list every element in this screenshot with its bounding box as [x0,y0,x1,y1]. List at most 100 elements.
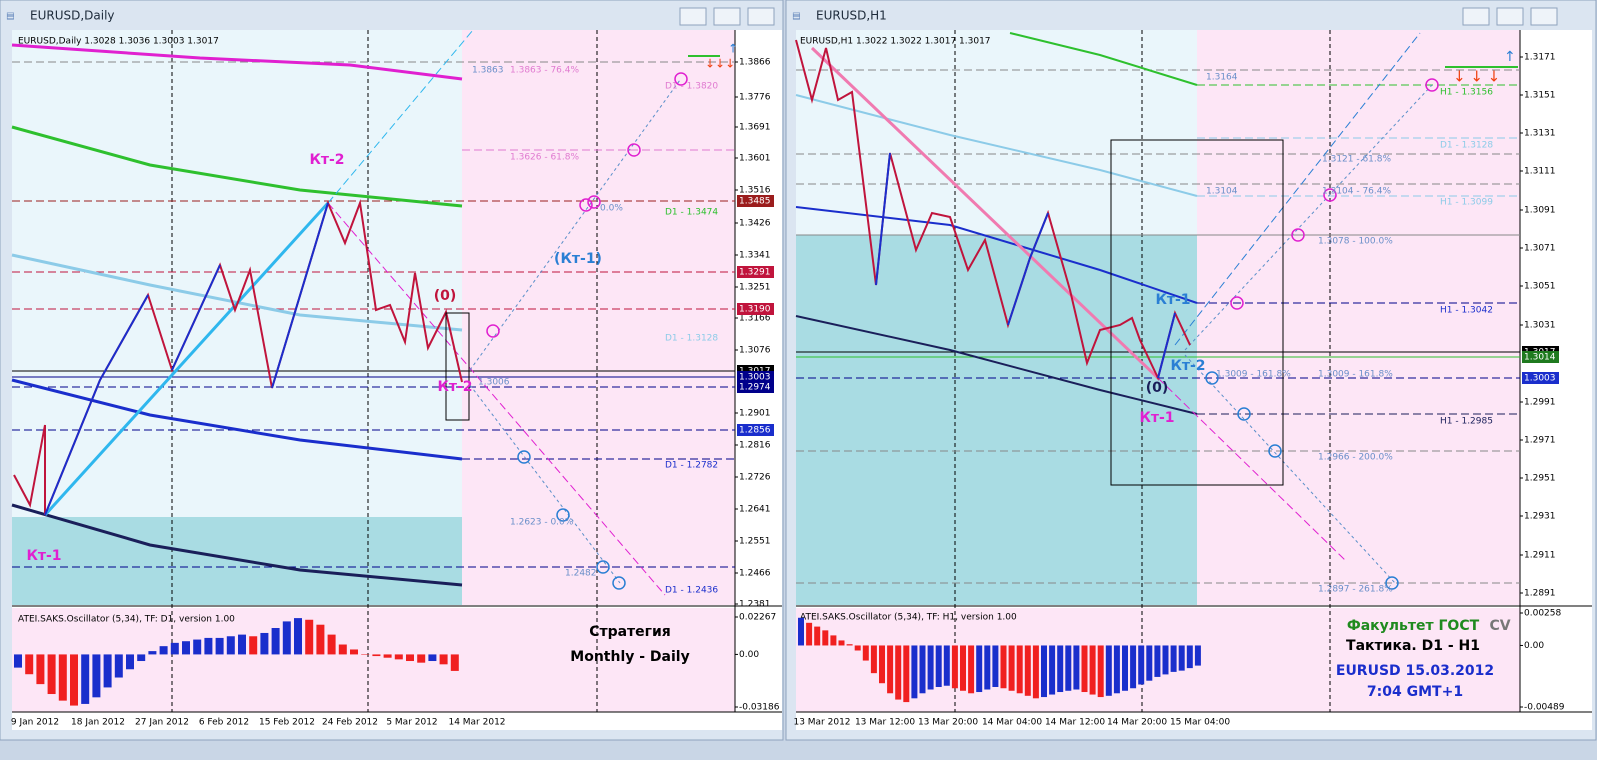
price-marker [1522,351,1559,363]
caption: Monthly - Daily [570,649,689,665]
osc-bar [1081,645,1088,693]
level-label: 1.3121 - 61.8% [1322,155,1391,165]
window-title: EURUSD,H1 [816,9,887,23]
ma [11,43,463,81]
targets [1205,78,1439,590]
osc-bar [1122,645,1128,691]
osc-bar [1170,645,1177,672]
future-zone [462,30,735,605]
osc-bar [976,645,983,693]
osc-bar [1178,645,1185,671]
osc-bar [126,654,134,670]
level-label: 1.3009 - 161.8% [1318,370,1393,380]
osc-bar [1186,645,1193,669]
annotation: (0) [1146,380,1169,396]
level-label: D1 - 1.3128 [1440,141,1493,151]
level-label: D1 - 1.3474 [665,208,718,218]
osc-bar [903,645,910,703]
caption: CV [1489,618,1510,634]
date-label: 15 Mar 04:00 [1170,718,1230,728]
osc-tick-label: 0.00 [739,650,759,660]
osc-bar [822,630,829,646]
price-label: 1.3051 [1524,282,1556,292]
osc-bar [1194,645,1201,666]
future-zone [1197,30,1520,605]
trend-line [810,46,1160,380]
zigzag-up [171,264,221,371]
osc-bar [895,645,902,700]
osc-bar [919,645,926,694]
osc-bar [943,645,950,686]
date-label: 14 Mar 20:00 [1107,718,1167,728]
zigzag-up [271,202,329,389]
date-label: 5 Mar 2012 [386,718,437,728]
price-marker-label: 1.3003 [739,373,771,383]
date-label: 13 Mar 20:00 [918,718,978,728]
level-label: D1 - 1.2782 [665,461,718,471]
osc-tick-label: 0.02267 [739,613,776,623]
zigzag-up [44,294,149,516]
ma [11,253,463,332]
osc-bar [316,624,325,655]
annotation: Кт-2 [437,379,472,395]
zigzag [795,39,1191,381]
level-label: 1.3104 - 76.4% [1322,187,1391,197]
level-label: 1.3863 - 76.4% [510,66,579,76]
minimize-button[interactable] [1462,7,1490,26]
osc-title: ATEI.SAKS.Oscillator (5,34), TF: D1, ver… [18,615,235,625]
osc-bar [854,645,861,651]
annotation: (0) [434,288,457,304]
osc-bar [428,654,437,662]
price-label: 1.3516 [739,186,771,196]
caption: Тактика. D1 - H1 [1346,638,1480,654]
price-label: 1.2951 [1524,474,1556,484]
price-label: 1.3166 [739,314,771,324]
caption: Стратегия [589,624,671,640]
osc-bar [879,645,885,684]
price-marker-label: 1.2856 [739,426,771,436]
symbol-info: EURUSD,Daily 1.3028 1.3036 1.3003 1.3017 [18,37,219,47]
osc-bar [238,634,246,655]
osc-bar [294,618,302,655]
level-label: H1 - 1.3099 [1440,198,1493,208]
date-label: 14 Mar 04:00 [982,718,1042,728]
maximize-button[interactable] [713,7,741,26]
price-marker [737,303,774,315]
osc-bar [1049,645,1056,695]
window-icon: ▤ [792,12,801,22]
osc-bar [406,654,414,662]
price-label: 1.3071 [1524,244,1556,254]
price-label: 1.2816 [739,441,771,451]
maximize-button[interactable] [1496,7,1524,26]
arrow-icon: ↑ [1504,49,1516,65]
osc-bar [36,654,45,685]
osc-bar [260,632,269,655]
close-button[interactable] [747,7,775,26]
osc-bar [327,634,336,655]
close-button[interactable] [1530,7,1558,26]
level-label: 1.3104 [1206,187,1238,197]
minimize-button[interactable] [679,7,707,26]
osc-bar [450,654,459,671]
date-label: 9 Jan 2012 [11,718,59,728]
osc-bar [1000,645,1007,689]
date-label: 24 Feb 2012 [322,718,378,728]
annotation: (Кт-1) [554,251,602,267]
osc-bar [350,649,358,655]
osc-bar [58,654,67,701]
level-label: 1.3626 - 61.8% [510,153,579,163]
price-marker-label: 1.3190 [739,305,771,315]
osc-bar [911,645,918,699]
price-marker-label: 1.3014 [1524,353,1556,363]
window-title: EURUSD,Daily [30,9,115,23]
date-label: 6 Feb 2012 [199,718,249,728]
date-label: 13 Mar 2012 [793,718,850,728]
annotation: Кт-2 [1170,358,1205,374]
osc-tick-label: 0.00 [1524,641,1544,651]
ma [795,206,1198,304]
osc-bar [1105,645,1112,696]
osc-bar [870,645,877,674]
level-label: 1.2482 [565,569,597,579]
price-label: 1.3866 [739,58,771,68]
